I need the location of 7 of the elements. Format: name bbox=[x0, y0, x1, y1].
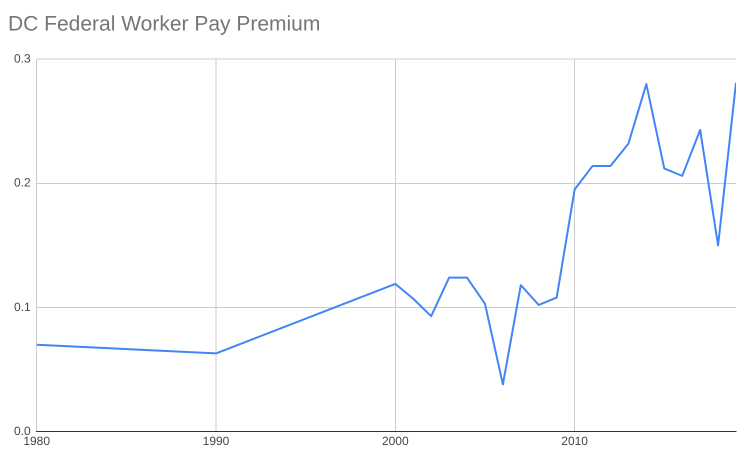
y-tick-label: 0.2 bbox=[14, 176, 31, 190]
x-tick-label: 2010 bbox=[561, 434, 588, 448]
x-tick-label: 2000 bbox=[382, 434, 409, 448]
x-tick-label: 1990 bbox=[202, 434, 230, 448]
chart-title: DC Federal Worker Pay Premium bbox=[8, 12, 320, 36]
y-tick-label: 0.3 bbox=[14, 52, 31, 66]
y-tick-label: 0.1 bbox=[14, 300, 31, 314]
